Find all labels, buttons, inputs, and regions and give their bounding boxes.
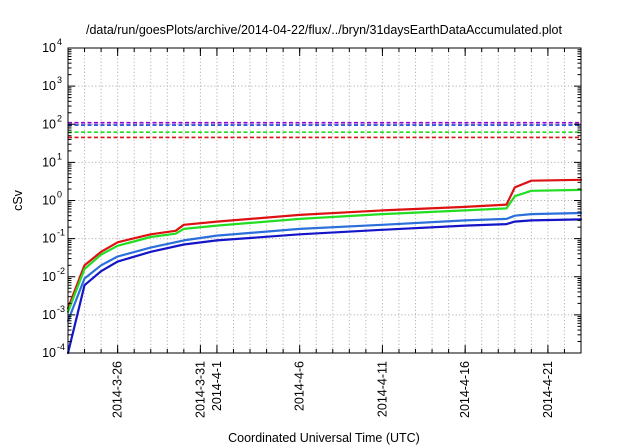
x-tick-label: 2014-3-31 xyxy=(193,361,207,418)
x-axis-label: Coordinated Universal Time (UTC) xyxy=(228,431,420,445)
y-tick-label: 10 xyxy=(42,41,56,55)
x-tick-label: 2014-4-11 xyxy=(375,361,389,417)
x-tick-label: 2014-4-16 xyxy=(458,361,472,418)
y-tick-label: 10 xyxy=(42,117,56,131)
reference-lines xyxy=(68,121,581,139)
y-tick-exponent: -3 xyxy=(57,304,65,314)
y-tick-exponent: -2 xyxy=(57,266,65,276)
series-line xyxy=(66,178,583,310)
x-tick-labels: 2014-3-26 2014-3-31 2014-4-1 2014-4-6 2014-4… xyxy=(111,361,555,418)
y-tick-label: 10 xyxy=(42,155,56,169)
grid xyxy=(68,48,581,353)
y-tick-label: 10 xyxy=(42,194,56,208)
y-tick-exponent: 2 xyxy=(57,113,62,123)
y-tick-label: 10 xyxy=(42,308,56,322)
y-axis-label: cSv xyxy=(11,189,25,211)
series-line xyxy=(66,188,583,313)
y-tick-exponent: 1 xyxy=(57,151,62,161)
y-tick-exponent: 4 xyxy=(57,37,62,47)
x-tick-label: 2014-4-21 xyxy=(541,361,555,418)
x-tick-label: 2014-4-1 xyxy=(210,361,224,411)
y-tick-exponent: 3 xyxy=(57,75,62,85)
x-tick-label: 2014-4-6 xyxy=(293,361,307,411)
series-line xyxy=(66,211,583,322)
y-tick-label: 10 xyxy=(42,79,56,93)
y-tick-label: 10 xyxy=(42,232,56,246)
x-tick-label: 2014-3-26 xyxy=(111,361,125,418)
y-tick-label: 10 xyxy=(42,346,56,360)
series-lines xyxy=(66,178,583,355)
y-tick-exponent: 0 xyxy=(57,190,62,200)
axis-ticks xyxy=(68,47,581,354)
y-tick-exponent: -1 xyxy=(57,228,65,238)
y-tick-label: 10 xyxy=(42,270,56,284)
series-line xyxy=(66,218,583,355)
y-tick-exponent: -4 xyxy=(57,342,65,352)
chart-title: /data/run/goesPlots/archive/2014-04-22/f… xyxy=(86,23,562,37)
